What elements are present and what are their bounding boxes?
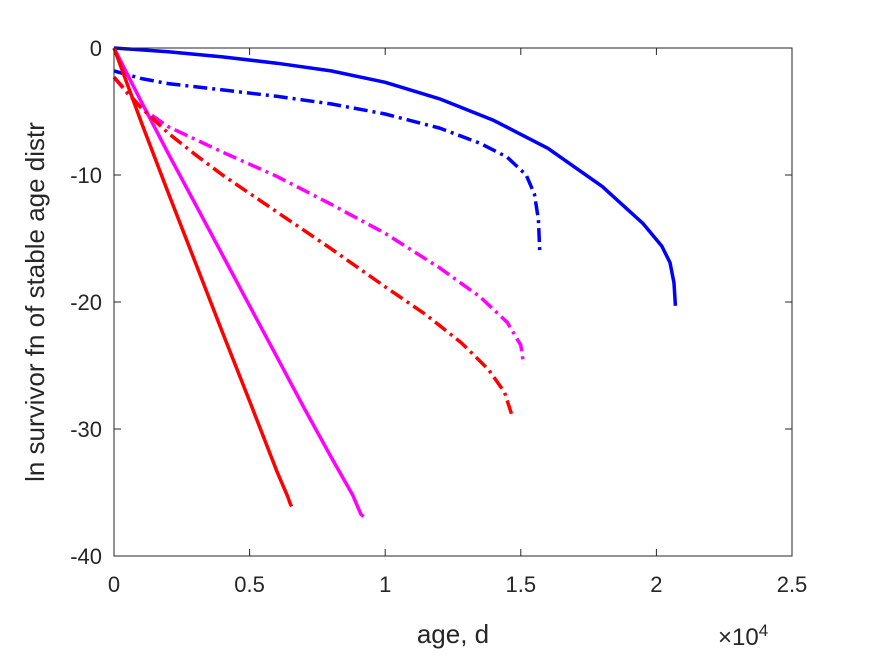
x-axis-multiplier-base: ×10 — [718, 624, 759, 651]
x-axis-multiplier-exponent: 4 — [759, 621, 768, 640]
series-layer — [112, 46, 678, 518]
y-tick-label: -40 — [70, 544, 102, 569]
x-tick-label: 1.5 — [506, 572, 537, 597]
ticks-layer: 0 0.5 1 1.5 2 2.5 0 -10 -20 -30 -40 — [70, 36, 807, 597]
series-line-1 — [113, 46, 678, 306]
x-axis-multiplier: ×104 — [718, 621, 768, 652]
y-axis-label: ln survivor fn of stable age distr — [20, 122, 50, 482]
x-tick-label: 0 — [108, 572, 120, 597]
y-tick-label: 0 — [90, 36, 102, 61]
series-line-4 — [112, 76, 526, 365]
series-line-3 — [112, 47, 365, 518]
series-line-6 — [112, 76, 515, 419]
x-tick-label: 1 — [379, 572, 391, 597]
series-line-5 — [112, 47, 294, 508]
y-tick-label: -20 — [70, 290, 102, 315]
series-line-2 — [113, 69, 542, 253]
x-tick-label: 0.5 — [234, 572, 265, 597]
y-tick-label: -30 — [70, 417, 102, 442]
x-tick-label: 2 — [650, 572, 662, 597]
x-tick-label: 2.5 — [777, 572, 808, 597]
y-tick-label: -10 — [70, 163, 102, 188]
plot-area-frame — [113, 47, 793, 557]
x-axis-label: age, d — [417, 619, 489, 649]
